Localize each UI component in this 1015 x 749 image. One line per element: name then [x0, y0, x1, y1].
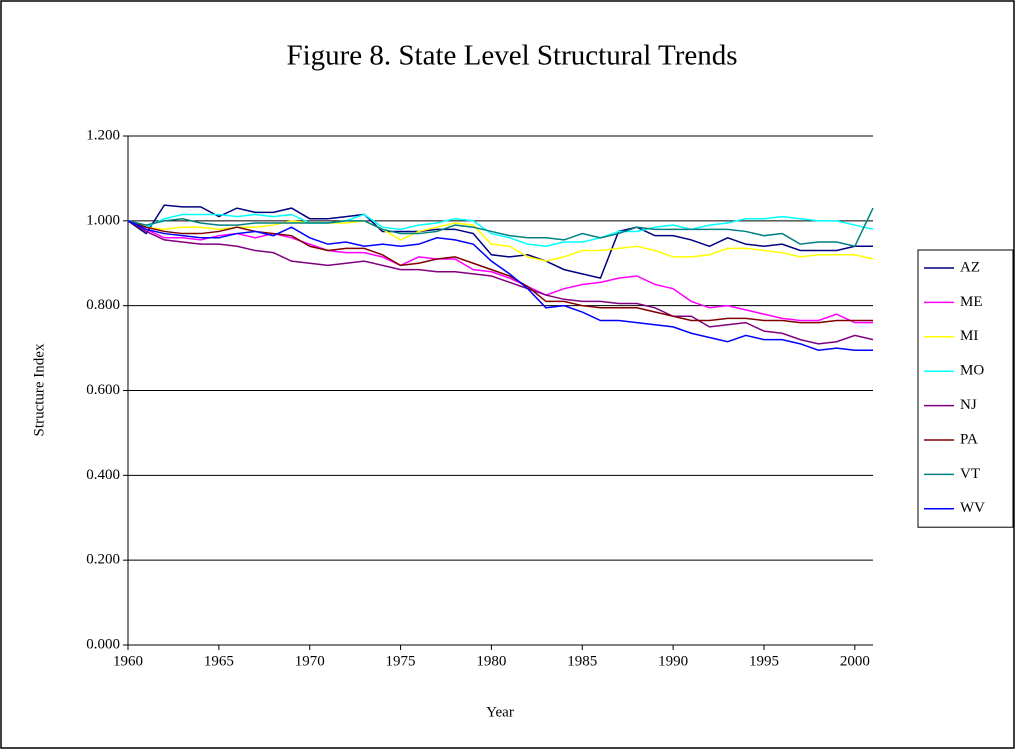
series-line	[127, 204, 873, 279]
series-line	[127, 213, 874, 248]
x-tick-label: 1965	[204, 653, 234, 669]
x-tick-label: 1980	[476, 653, 506, 669]
series-line	[127, 220, 874, 262]
series-line	[127, 220, 873, 351]
y-tick-label: 1.000	[86, 212, 120, 228]
y-tick-label: 0.400	[86, 467, 120, 483]
x-tick-label: 1985	[567, 653, 597, 669]
legend-label: AZ	[960, 259, 980, 275]
legend-label: ME	[960, 294, 983, 310]
legend-label: VT	[960, 466, 980, 482]
x-tick-label: 1990	[658, 653, 688, 669]
legend-label: PA	[960, 431, 978, 447]
series-line	[127, 220, 873, 324]
y-tick-label: 0.800	[86, 297, 120, 313]
y-tick-label: 0.000	[86, 636, 120, 652]
x-tick-label: 1970	[295, 653, 325, 669]
series-line	[127, 220, 874, 345]
series-line	[127, 207, 874, 248]
x-tick-label: 1960	[113, 653, 143, 669]
legend-label: MI	[960, 328, 978, 344]
legend-box	[917, 249, 1014, 528]
x-tick-label: 1995	[749, 653, 779, 669]
y-tick-label: 1.200	[86, 127, 120, 143]
x-axis-label: Year	[486, 704, 514, 720]
legend-label: MO	[960, 363, 984, 379]
legend-label: WV	[960, 500, 985, 516]
x-tick-label: 1975	[386, 653, 416, 669]
series-line	[127, 220, 873, 324]
legend-label: NJ	[960, 397, 977, 413]
y-tick-label: 0.200	[86, 552, 120, 568]
y-axis-label: Structure Index	[31, 343, 47, 436]
chart-title: Figure 8. State Level Structural Trends	[286, 40, 737, 72]
x-tick-label: 2000	[840, 653, 870, 669]
y-tick-label: 0.600	[86, 382, 120, 398]
